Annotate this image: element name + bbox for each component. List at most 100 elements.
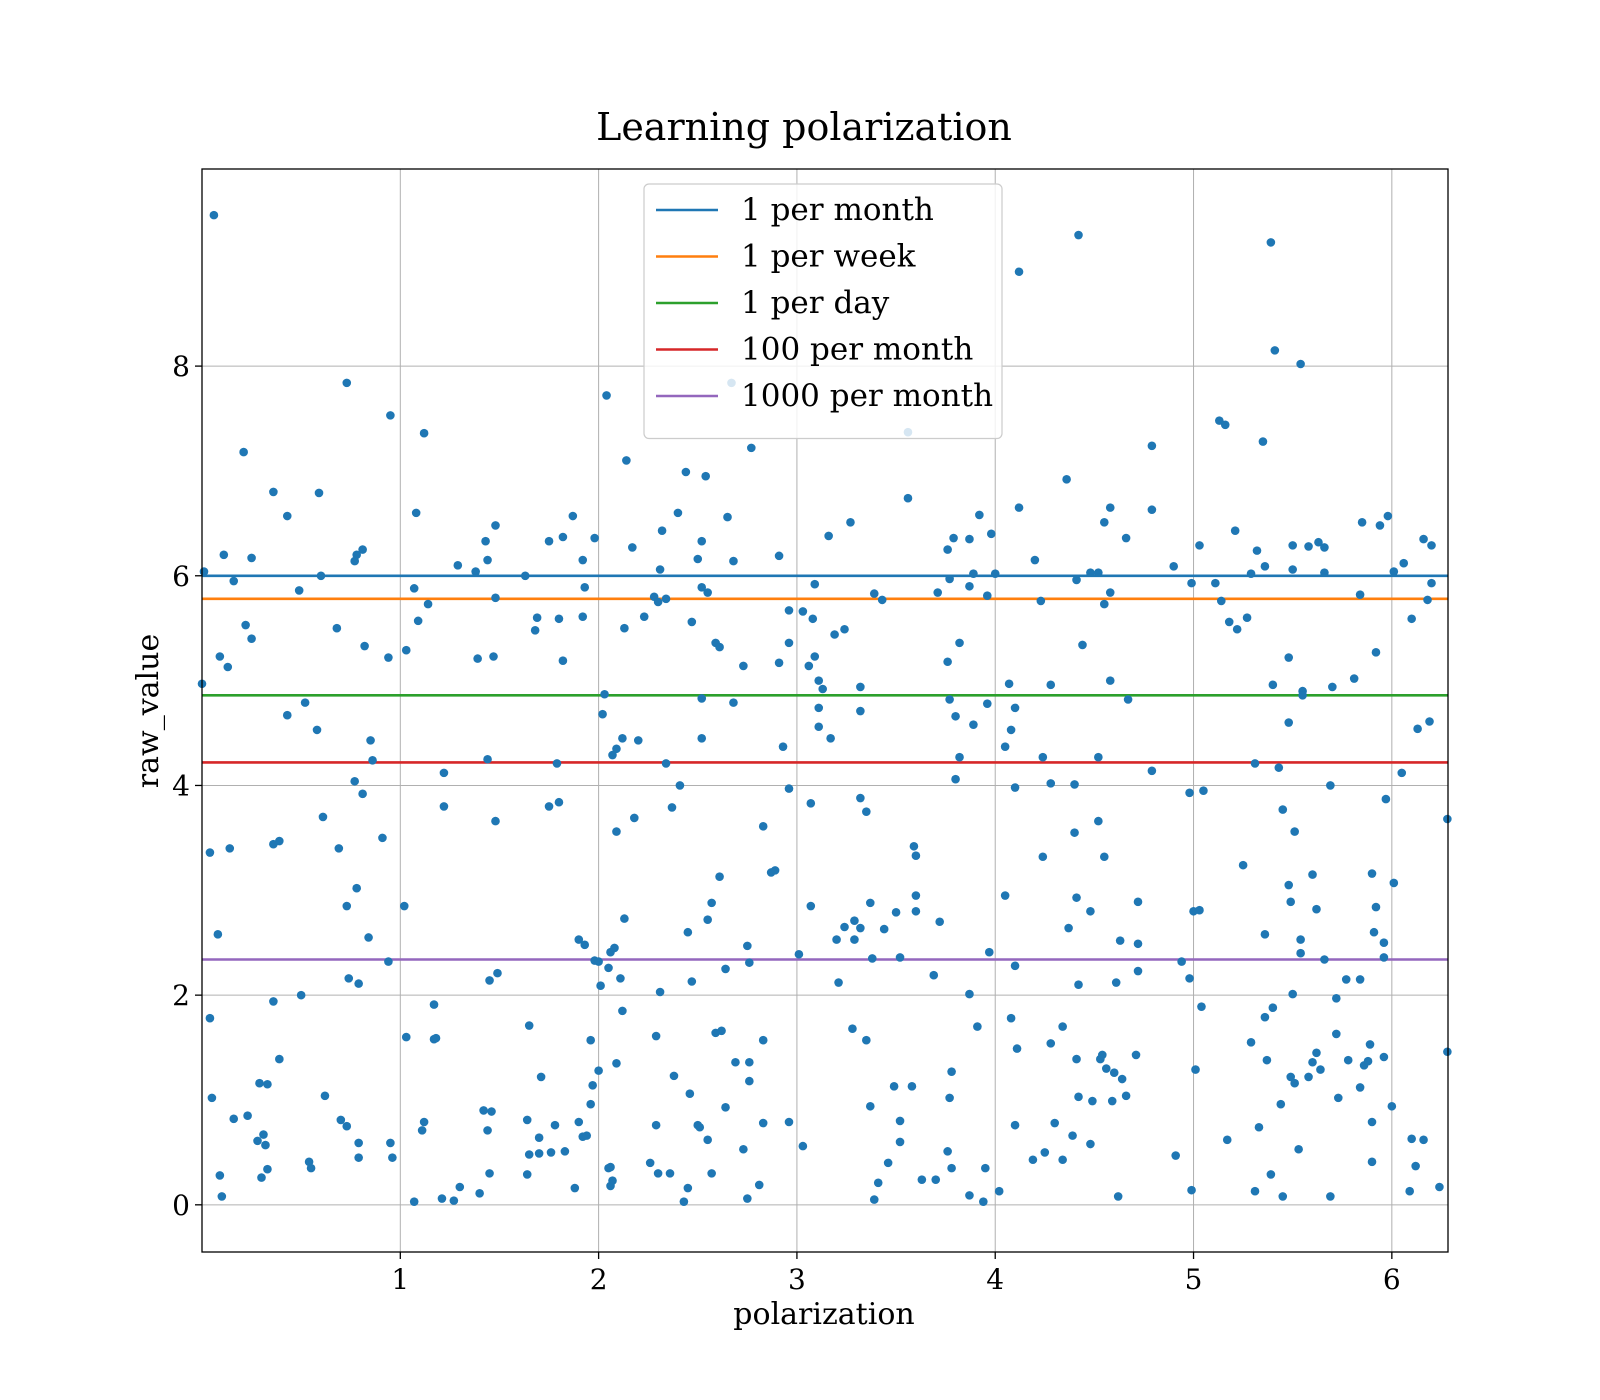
data-point-279 [794, 949, 804, 959]
data-point-497 [1367, 1157, 1377, 1167]
data-point-355 [354, 1153, 363, 1162]
data-point-256 [485, 976, 494, 985]
data-point-442 [979, 1197, 988, 1206]
data-point-441 [973, 1022, 982, 1031]
data-point-133 [943, 657, 952, 667]
data-point-43 [1220, 420, 1230, 430]
data-point-301 [1010, 961, 1020, 971]
data-point-156 [1086, 568, 1095, 577]
data-point-136 [949, 533, 958, 543]
data-point-171 [1246, 569, 1256, 578]
data-point-276 [745, 958, 754, 967]
data-point-240 [1290, 827, 1299, 836]
data-point-84 [598, 709, 607, 719]
data-point-252 [354, 979, 363, 988]
data-point-293 [911, 851, 921, 861]
data-point-226 [955, 752, 964, 762]
data-point-221 [784, 784, 794, 793]
data-point-373 [487, 1107, 496, 1116]
y-tick-label-3: 6 [172, 560, 190, 593]
data-point-498 [1367, 1117, 1377, 1127]
data-point-37 [1074, 230, 1083, 240]
data-point-381 [546, 1148, 556, 1157]
data-point-169 [1232, 624, 1242, 634]
data-point-377 [524, 1021, 534, 1030]
data-point-211 [552, 759, 562, 768]
data-point-24 [657, 526, 667, 535]
data-point-230 [1070, 780, 1079, 789]
y-axis-title: raw_value [131, 634, 166, 788]
data-point-121 [818, 684, 827, 694]
data-point-319 [1284, 880, 1294, 890]
data-point-60 [300, 698, 310, 707]
data-point-382 [550, 1120, 560, 1130]
data-point-412 [717, 1026, 726, 1036]
data-point-7 [282, 511, 292, 521]
y-tick-label-4: 8 [172, 350, 190, 383]
data-point-456 [1074, 1092, 1083, 1102]
data-point-157 [1094, 568, 1103, 577]
data-point-55 [223, 662, 233, 672]
x-tick-label-5: 6 [1383, 1263, 1401, 1296]
data-point-12 [386, 411, 395, 420]
data-point-213 [544, 802, 554, 811]
data-point-122 [824, 531, 833, 541]
data-point-1 [209, 210, 219, 220]
data-point-405 [683, 1183, 693, 1193]
data-point-445 [1006, 1013, 1016, 1023]
data-point-119 [814, 703, 824, 713]
data-point-235 [1185, 788, 1194, 798]
data-point-13 [419, 428, 429, 438]
data-point-124 [830, 630, 839, 639]
data-point-336 [205, 1013, 215, 1023]
data-point-408 [695, 1122, 705, 1132]
data-point-17 [520, 571, 530, 581]
data-point-181 [1304, 542, 1313, 551]
data-point-163 [1169, 562, 1179, 571]
data-point-196 [205, 848, 215, 857]
data-point-140 [965, 534, 974, 544]
data-point-323 [1296, 948, 1305, 958]
data-point-159 [1099, 599, 1109, 609]
data-point-176 [1284, 653, 1294, 662]
data-point-87 [612, 744, 621, 754]
data-point-83 [578, 612, 588, 621]
data-point-423 [798, 1141, 808, 1151]
data-point-131 [933, 588, 943, 597]
data-point-417 [745, 1057, 754, 1067]
data-point-503 [1411, 1161, 1420, 1171]
data-point-472 [1222, 1135, 1232, 1145]
data-point-103 [697, 733, 707, 743]
data-point-99 [697, 536, 707, 546]
data-point-491 [1333, 1093, 1343, 1103]
data-point-400 [651, 1120, 661, 1130]
data-point-324 [1308, 870, 1317, 879]
data-point-142 [969, 720, 978, 729]
data-point-92 [639, 612, 649, 621]
data-point-228 [1038, 752, 1048, 762]
data-point-19 [558, 532, 568, 542]
legend-label-0: 1 per month [741, 192, 934, 228]
data-point-318 [1260, 930, 1270, 939]
data-point-116 [810, 579, 820, 589]
data-point-25 [673, 508, 683, 518]
data-point-51 [1383, 511, 1393, 521]
data-point-258 [574, 935, 584, 944]
data-point-326 [1320, 955, 1329, 964]
data-point-207 [439, 768, 449, 778]
data-point-469 [1187, 1185, 1196, 1195]
data-point-203 [358, 789, 367, 799]
data-point-129 [869, 589, 879, 598]
data-point-155 [1078, 640, 1087, 650]
data-point-446 [1010, 1120, 1020, 1130]
data-point-74 [491, 593, 500, 603]
data-point-186 [1349, 674, 1359, 683]
data-point-357 [386, 1138, 395, 1148]
legend-label-4: 1000 per month [741, 378, 993, 414]
data-point-70 [423, 599, 433, 609]
data-point-426 [865, 1101, 875, 1111]
data-point-77 [530, 625, 540, 635]
data-point-361 [417, 1126, 427, 1135]
data-point-34 [1014, 267, 1024, 277]
data-point-202 [350, 776, 359, 786]
